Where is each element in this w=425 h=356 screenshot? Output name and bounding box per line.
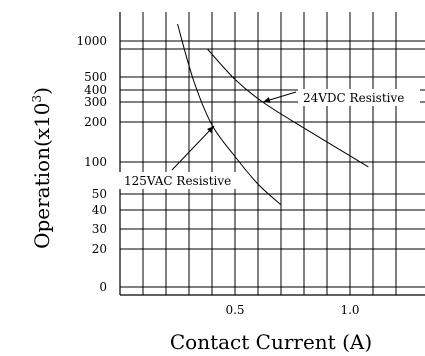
annotation-125vac-resistive-background (118, 172, 246, 189)
x-axis-label: Contact Current (A) (170, 330, 372, 354)
y-tick-label: 40 (92, 203, 107, 217)
y-tick-label: 1000 (76, 34, 107, 48)
y-tick-label: 100 (84, 155, 107, 169)
y-tick-label: 500 (84, 70, 107, 84)
y-tick-label: 20 (92, 242, 107, 256)
y-tick-label: 400 (84, 83, 107, 97)
annotation-125vac-resistive-label: 125VAC Resistive (124, 174, 231, 188)
annotation-125vac-resistive-arrowhead (206, 126, 214, 134)
y-axis-label-text: Operation(x10 (30, 103, 54, 249)
y-tick-label: 30 (92, 222, 107, 236)
annotation-24vdc-resistive-background (298, 89, 420, 106)
series-group (177, 23, 369, 206)
y-tick-label: 300 (84, 95, 107, 109)
annotation-group: 24VDC Resistive 125VAC Resistive (118, 89, 420, 189)
series-125vac-resistive-line (177, 23, 282, 206)
annotation-24vdc-resistive-arrowhead (263, 97, 271, 103)
plot-frame (119, 12, 425, 296)
annotation-24vdc-resistive-label: 24VDC Resistive (303, 91, 404, 105)
series-24vdc-resistive-line (207, 48, 369, 168)
y-tick-label: 0 (99, 280, 107, 294)
y-tick-label: 200 (84, 115, 107, 129)
grid (120, 12, 425, 295)
y-axis-label-superscript: 3 (30, 95, 44, 103)
x-tick-label: 0.5 (225, 303, 244, 317)
y-tick-label: 50 (92, 187, 107, 201)
y-axis-label-suffix: ) (30, 87, 54, 95)
x-tick-label: 1.0 (340, 303, 359, 317)
y-axis-label: Operation(x103) (30, 87, 54, 249)
annotation-125vac-resistive-leader (171, 125, 215, 171)
